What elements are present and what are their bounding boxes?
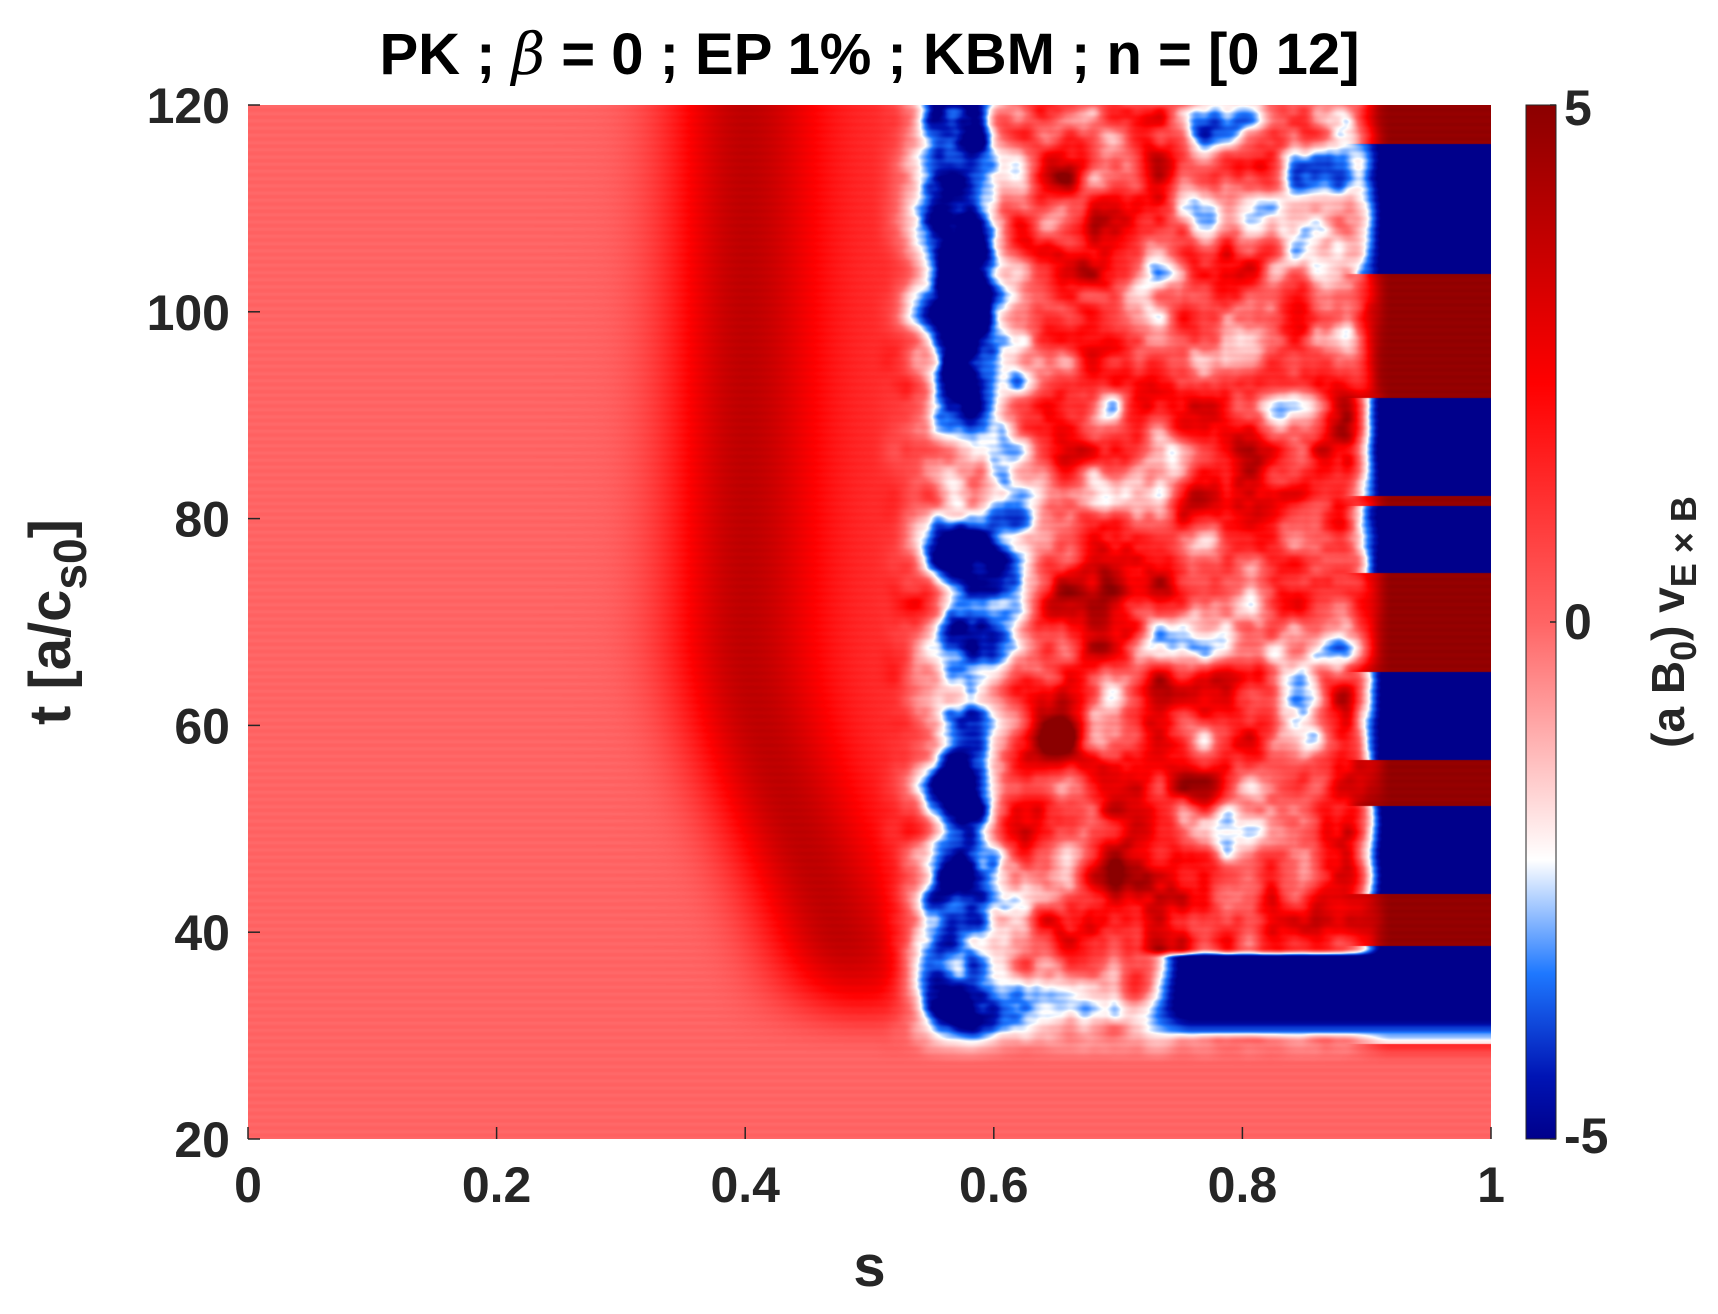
colorbar-tick-label: -5 [1564,1108,1608,1164]
colorbar-tick-label: 5 [1564,80,1592,136]
heatmap-field [248,105,1491,1139]
colorbar-tick-label: 0 [1564,594,1592,650]
y-tick-label: 120 [147,78,230,134]
y-axis-label: t [a/cs0] [18,519,96,725]
x-axis-label: s [853,1234,885,1299]
y-tick-label: 40 [174,905,230,961]
colorbar-label: (a B0) vE × B [1642,496,1704,748]
x-axis: 0 0.2 0.4 0.6 0.8 1 [234,1127,1505,1213]
y-axis: 20 40 60 80 100 120 [147,78,260,1168]
heatmap-plot-area [248,105,1491,1139]
chart-title: PK ; β = 0 ; EP 1% ; KBM ; n = [0 12] [379,20,1359,88]
x-tick-label: 0.8 [1208,1157,1278,1213]
x-tick-label: 0.2 [462,1157,532,1213]
y-tick-label: 80 [174,492,230,548]
x-tick-label: 0.4 [710,1157,780,1213]
y-tick-label: 20 [174,1112,230,1168]
x-tick-label: 0.6 [959,1157,1029,1213]
y-tick-label: 100 [147,285,230,341]
colorbar-ticks: 5 0 -5 [1550,80,1608,1164]
colorbar: 5 0 -5 (a B0) vE × B [1525,80,1704,1164]
x-tick-label: 1 [1477,1157,1505,1213]
y-tick-label: 60 [174,698,230,754]
x-tick-label: 0 [234,1157,262,1213]
